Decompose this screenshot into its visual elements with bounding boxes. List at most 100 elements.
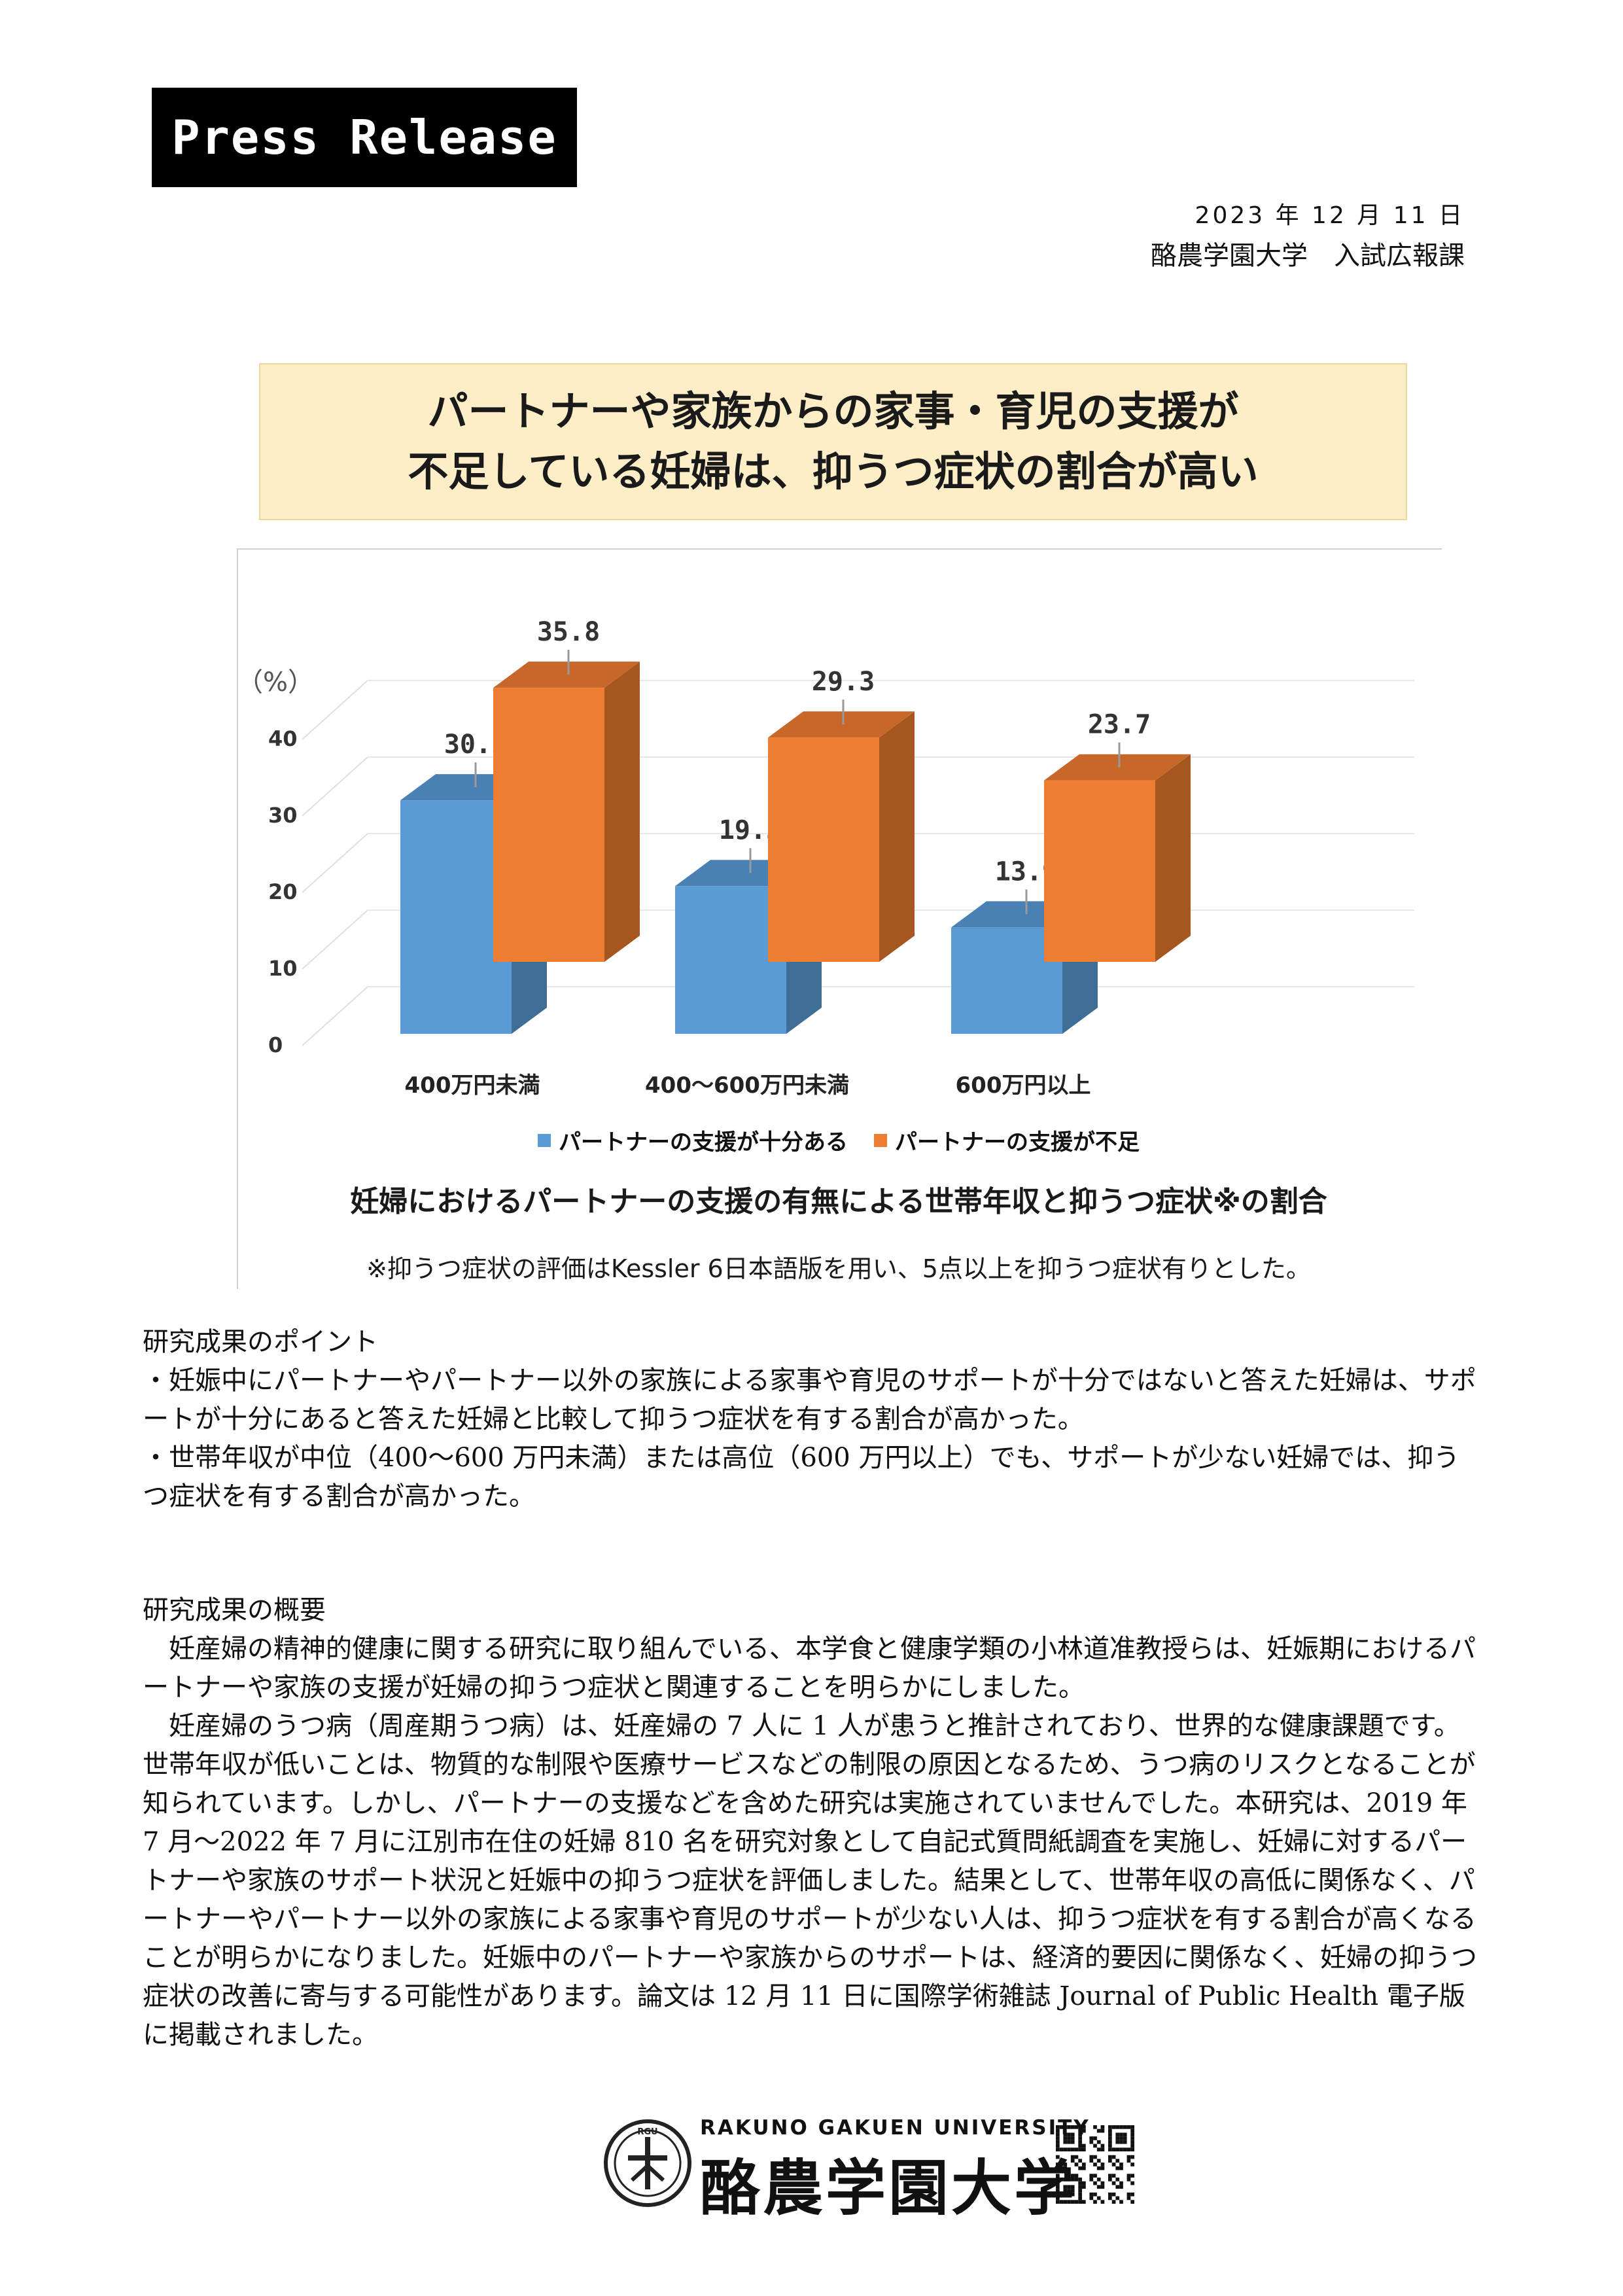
qr-module	[1115, 2147, 1120, 2151]
university-name-ja: 酪農学園大学	[700, 2153, 1077, 2223]
qr-module	[1059, 2178, 1064, 2181]
qr-module	[1089, 2136, 1094, 2140]
y-tick-label: 40	[268, 726, 298, 751]
y-tick-label: 10	[268, 956, 298, 981]
qr-module	[1111, 2125, 1116, 2129]
y-tick-label: 0	[268, 1033, 283, 1057]
qr-module	[1082, 2163, 1086, 2166]
qr-module	[1056, 2181, 1060, 2185]
qr-module	[1070, 2159, 1075, 2163]
qr-module	[1130, 2200, 1134, 2204]
qr-module	[1078, 2196, 1082, 2200]
qr-module	[1082, 2200, 1086, 2204]
qr-module	[1119, 2125, 1123, 2129]
qr-module	[1078, 2125, 1082, 2129]
legend-label-insufficient: パートナーの支援が不足	[895, 1129, 1140, 1156]
qr-module	[1063, 2132, 1068, 2137]
qr-module	[1115, 2159, 1120, 2163]
qr-module	[1059, 2166, 1064, 2170]
legend-label-sufficient: パートナーの支援が十分ある	[559, 1129, 848, 1156]
qr-module	[1119, 2166, 1123, 2170]
gridline-diagonal	[302, 833, 368, 893]
qr-module	[1111, 2200, 1116, 2204]
qr-module	[1108, 2155, 1112, 2159]
qr-module	[1063, 2166, 1068, 2170]
qr-module	[1119, 2163, 1123, 2166]
bar-chart: 010203040（%）30.535.8400万円未満19.329.3400〜6…	[237, 617, 1414, 1099]
bar-top	[768, 711, 915, 738]
qr-module	[1078, 2147, 1082, 2151]
qr-module	[1093, 2125, 1097, 2129]
qr-module	[1067, 2147, 1071, 2151]
qr-module	[1070, 2185, 1075, 2189]
qr-module	[1082, 2147, 1086, 2151]
qr-module	[1070, 2132, 1075, 2137]
qr-module	[1126, 2196, 1131, 2200]
qr-module	[1074, 2200, 1079, 2204]
university-name-en: RAKUNO GAKUEN UNIVERSITY	[700, 2116, 1091, 2140]
qr-module	[1070, 2200, 1075, 2204]
qr-module	[1096, 2166, 1101, 2170]
qr-module	[1096, 2159, 1101, 2163]
qr-module	[1070, 2189, 1075, 2193]
y-axis-label: （%）	[237, 667, 314, 698]
chart-frame	[237, 548, 1442, 1289]
qr-module	[1078, 2132, 1082, 2137]
qr-module	[1063, 2185, 1068, 2189]
qr-module	[1078, 2144, 1082, 2148]
university-emblem-icon: RGU	[604, 2119, 691, 2207]
qr-module	[1111, 2163, 1116, 2166]
qr-module	[1059, 2200, 1064, 2204]
chart-legend: パートナーの支援が十分ある パートナーの支援が不足	[237, 1124, 1440, 1156]
qr-module	[1130, 2163, 1134, 2166]
gridline-diagonal	[302, 910, 368, 970]
qr-module	[1108, 2144, 1112, 2148]
qr-module	[1126, 2178, 1131, 2181]
release-date: 2023 年 12 月 11 日	[1195, 202, 1465, 229]
qr-module	[1100, 2144, 1105, 2148]
qr-module	[1111, 2192, 1116, 2197]
qr-module	[1078, 2189, 1082, 2193]
qr-module	[1100, 2125, 1105, 2129]
qr-module	[1074, 2125, 1079, 2129]
qr-module	[1067, 2125, 1071, 2129]
qr-module	[1126, 2159, 1131, 2163]
bar	[493, 688, 604, 962]
qr-module	[1082, 2144, 1086, 2148]
qr-module	[1108, 2159, 1112, 2163]
qr-module	[1082, 2181, 1086, 2185]
qr-module	[1074, 2163, 1079, 2166]
point-item-1: ・妊娠中にパートナーやパートナー以外の家族による家事や育児のサポートが十分ではな…	[143, 1366, 1476, 1434]
qr-module	[1130, 2144, 1134, 2148]
qr-module	[1067, 2189, 1071, 2193]
qr-module	[1115, 2178, 1120, 2181]
qr-module	[1089, 2178, 1094, 2181]
headline-line-2: 不足している妊婦は、抑うつ症状の割合が高い	[408, 448, 1259, 495]
qr-module	[1078, 2181, 1082, 2185]
qr-module	[1070, 2192, 1075, 2197]
legend-item-insufficient: パートナーの支援が不足	[874, 1124, 1140, 1156]
qr-module	[1115, 2136, 1120, 2140]
qr-module	[1089, 2140, 1094, 2144]
qr-module	[1056, 2125, 1060, 2129]
qr-module	[1100, 2163, 1105, 2166]
qr-module	[1119, 2136, 1123, 2140]
qr-module	[1078, 2140, 1082, 2144]
qr-module	[1123, 2136, 1127, 2140]
qr-module	[1119, 2147, 1123, 2151]
qr-module	[1089, 2196, 1094, 2200]
legend-item-sufficient: パートナーの支援が十分ある	[538, 1124, 848, 1156]
qr-module	[1056, 2147, 1060, 2151]
qr-module	[1078, 2136, 1082, 2140]
qr-module	[1078, 2185, 1082, 2189]
qr-module	[1089, 2174, 1094, 2178]
qr-module	[1111, 2174, 1116, 2178]
qr-module	[1130, 2136, 1134, 2140]
qr-module	[1056, 2185, 1060, 2189]
qr-module	[1130, 2181, 1134, 2185]
qr-module	[1100, 2147, 1105, 2151]
qr-module	[1063, 2125, 1068, 2129]
qr-module	[1108, 2140, 1112, 2144]
points-heading: 研究成果のポイント	[143, 1327, 378, 1357]
qr-module	[1115, 2166, 1120, 2170]
